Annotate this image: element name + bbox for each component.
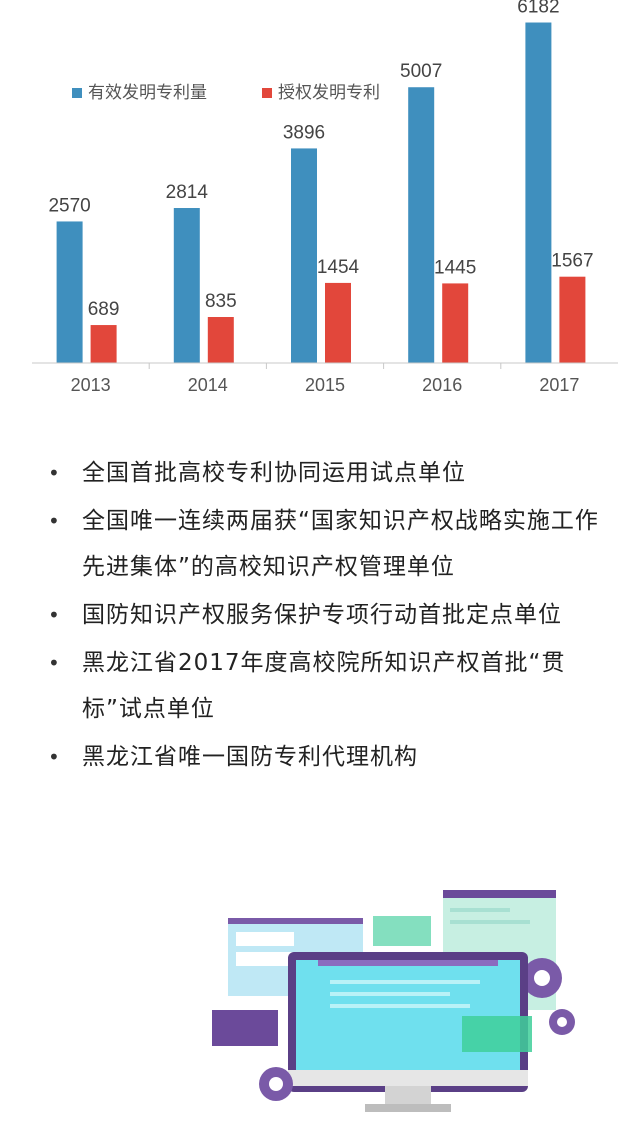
chart-data-labels: 2570 689 2814 835 3896 1454 5007 1445 6182 1567	[48, 0, 593, 320]
x-tick-label: 2017	[539, 375, 579, 395]
list-item-text: 全国唯一连续两届获“国家知识产权战略实施工作先进集体”的高校知识产权管理单位	[82, 508, 599, 580]
bar	[90, 325, 117, 363]
bar	[56, 221, 83, 363]
card-icon	[373, 916, 431, 946]
bar	[525, 22, 552, 363]
list-item-text: 全国首批高校专利协同运用试点单位	[82, 460, 466, 486]
bullet-dot: •	[48, 745, 61, 769]
bullet-dot: •	[48, 509, 61, 533]
bullet-dot: •	[48, 461, 61, 485]
list-item-text: 黑龙江省唯一国防专利代理机构	[82, 744, 418, 770]
data-label: 6182	[517, 0, 559, 18]
bar	[559, 276, 586, 363]
bar	[408, 87, 435, 363]
data-label: 5007	[400, 61, 442, 82]
data-label: 3896	[283, 122, 325, 143]
card-icon	[462, 1016, 532, 1052]
bar	[325, 282, 351, 363]
data-label: 689	[88, 299, 120, 320]
legend-swatch	[262, 88, 272, 98]
gear-icon	[259, 1067, 293, 1101]
bar-chart: 有效发明专利量 授权发明专利 2570 689 2814 835 3896 1454 5007…	[32, 0, 618, 395]
chart-bars	[56, 22, 586, 363]
bar	[173, 208, 200, 363]
gear-icon	[549, 1009, 575, 1035]
card-icon	[212, 1010, 278, 1046]
data-label: 835	[205, 291, 237, 312]
data-label: 2814	[166, 182, 209, 203]
bullet-dot: •	[48, 603, 61, 627]
bar	[291, 148, 317, 363]
list-item-text: 黑龙江省2017年度高校院所知识产权首批“贯标”试点单位	[82, 650, 566, 722]
bar	[207, 317, 234, 363]
list-item: • 黑龙江省唯一国防专利代理机构	[46, 734, 606, 780]
legend-label: 授权发明专利	[278, 83, 380, 102]
list-item: • 全国首批高校专利协同运用试点单位	[46, 450, 606, 496]
computer-illustration	[212, 890, 575, 1112]
x-tick-label: 2015	[305, 375, 345, 395]
legend-swatch	[72, 88, 82, 98]
x-tick-label: 2014	[188, 375, 228, 395]
chart-legend: 有效发明专利量 授权发明专利	[72, 83, 380, 102]
data-label: 2570	[48, 195, 90, 216]
x-axis-ticks: 2013 2014 2015 2016 2017	[71, 363, 579, 395]
gear-icon	[522, 958, 562, 998]
honor-list: • 全国首批高校专利协同运用试点单位 • 全国唯一连续两届获“国家知识产权战略实施工…	[46, 450, 606, 782]
data-label: 1454	[317, 257, 360, 278]
list-item: • 全国唯一连续两届获“国家知识产权战略实施工作先进集体”的高校知识产权管理单位	[46, 498, 606, 590]
x-tick-label: 2013	[71, 375, 111, 395]
bullet-dot: •	[48, 651, 61, 675]
data-label: 1567	[551, 251, 593, 272]
list-item-text: 国防知识产权服务保护专项行动首批定点单位	[82, 602, 562, 628]
data-label: 1445	[434, 257, 476, 278]
bar	[442, 283, 469, 363]
list-item: • 国防知识产权服务保护专项行动首批定点单位	[46, 592, 606, 638]
list-item: • 黑龙江省2017年度高校院所知识产权首批“贯标”试点单位	[46, 640, 606, 732]
x-tick-label: 2016	[422, 375, 462, 395]
legend-label: 有效发明专利量	[88, 83, 207, 102]
